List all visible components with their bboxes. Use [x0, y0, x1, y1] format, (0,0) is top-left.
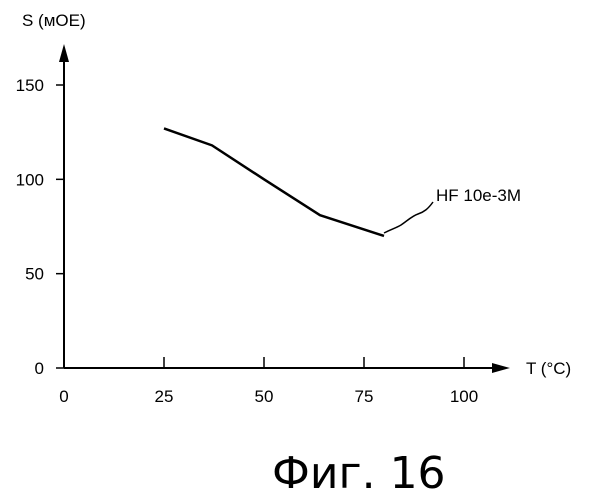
series-label-leader: [384, 202, 433, 233]
x-tick-label: 0: [59, 387, 68, 406]
x-ticks: 0 25 50 75 100: [59, 357, 478, 406]
x-axis-arrowhead: [492, 363, 510, 373]
y-tick-label: 150: [16, 76, 44, 95]
x-tick-label: 75: [355, 387, 374, 406]
y-ticks: 0 50 100 150: [16, 76, 64, 378]
y-tick-label: 50: [25, 265, 44, 284]
series-line: [164, 128, 384, 236]
x-tick-label: 50: [255, 387, 274, 406]
series-group: [164, 128, 384, 236]
x-tick-label: 25: [155, 387, 174, 406]
series-label: HF 10e-3M: [436, 186, 521, 205]
y-tick-label: 0: [35, 359, 44, 378]
y-axis-arrowhead: [59, 44, 69, 62]
x-tick-label: 100: [450, 387, 478, 406]
x-axis-title: T (°C): [526, 359, 571, 378]
figure-caption: Фиг. 16: [272, 448, 446, 499]
y-tick-label: 100: [16, 170, 44, 189]
y-axis-title: S (мОЕ): [22, 11, 86, 30]
